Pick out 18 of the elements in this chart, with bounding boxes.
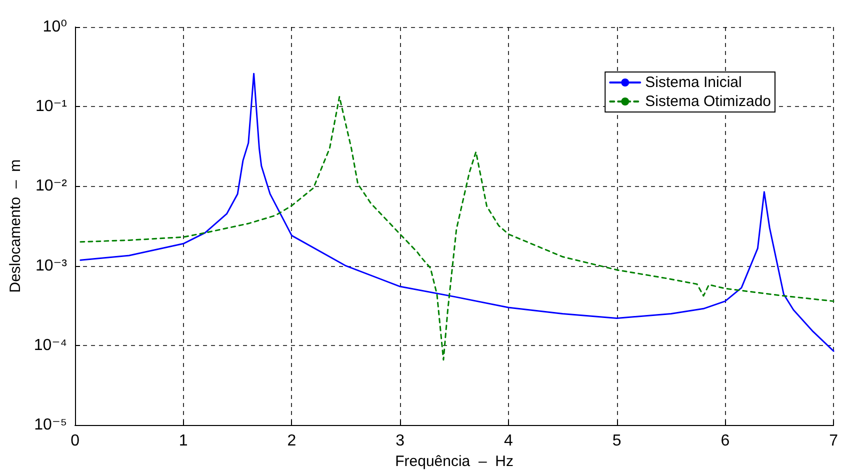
x-tick-label: 5 <box>612 432 622 450</box>
legend-label: Sistema Inicial <box>645 74 742 91</box>
legend-label: Sistema Otimizado <box>645 93 771 110</box>
y-axis-title: Deslocamento – m <box>7 159 24 293</box>
x-axis-title: Frequência – Hz <box>395 453 514 470</box>
x-tick-label: 7 <box>829 432 838 450</box>
x-tick-label: 3 <box>396 432 405 450</box>
y-tick-label: 10⁻⁴ <box>34 336 68 354</box>
x-tick-label: 4 <box>504 432 514 450</box>
x-tick-label: 6 <box>720 432 730 450</box>
y-tick-label: 10⁻² <box>35 178 68 195</box>
y-tick-label: 10⁻¹ <box>35 98 68 116</box>
x-tick-label: 0 <box>70 432 80 450</box>
y-tick-label: 10⁰ <box>42 18 68 36</box>
y-tick-label: 10⁻³ <box>35 257 68 274</box>
y-tick-label: 10⁻⁵ <box>34 416 68 434</box>
x-tick-label: 2 <box>287 432 296 450</box>
x-tick-label: 1 <box>178 432 188 450</box>
